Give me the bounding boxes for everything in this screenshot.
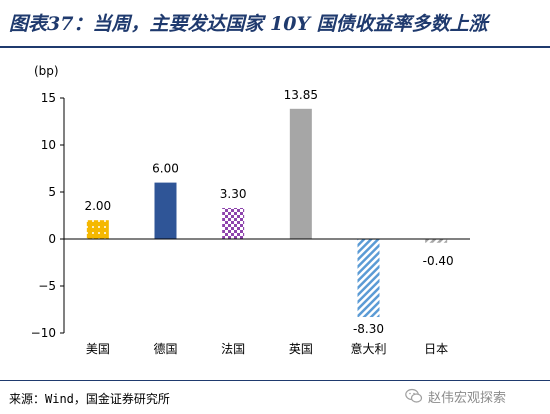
source-divider bbox=[0, 380, 550, 381]
y-tick-label: 0 bbox=[48, 232, 56, 246]
x-tick-label: 德国 bbox=[153, 341, 177, 356]
bar-5 bbox=[357, 239, 380, 318]
bar-chart: (bp) −10 −5 0 5 10 15 2.00 6.00 3.30 13.85 -8.30 -… bbox=[31, 64, 470, 356]
bar-3 bbox=[222, 207, 245, 239]
wechat-logo-icon bbox=[405, 388, 423, 403]
bar-4 bbox=[289, 108, 312, 239]
x-tick-label: 美国 bbox=[86, 342, 110, 356]
y-axis: −10 −5 0 5 10 15 bbox=[31, 91, 65, 340]
x-axis: 美国 德国 法国 英国 意大利 日本 bbox=[64, 238, 470, 356]
value-labels: 2.00 6.00 3.30 13.85 -8.30 -0.40 bbox=[84, 88, 453, 336]
y-axis-unit-label: (bp) bbox=[34, 64, 59, 78]
value-label-1: 2.00 bbox=[84, 199, 111, 213]
watermark: 赵伟宏观探索 bbox=[405, 385, 545, 407]
watermark-text: 赵伟宏观探索 bbox=[428, 390, 507, 406]
bar-2 bbox=[154, 182, 177, 239]
x-tick-label: 法国 bbox=[221, 342, 245, 356]
y-tick-label: 5 bbox=[48, 185, 56, 199]
value-label-3: 3.30 bbox=[220, 187, 247, 201]
value-label-6: -0.40 bbox=[423, 254, 454, 268]
y-tick-label: −5 bbox=[38, 279, 56, 293]
title-divider bbox=[0, 46, 550, 48]
bar-6 bbox=[425, 239, 448, 243]
y-tick-label: −10 bbox=[31, 326, 56, 340]
source-note: 来源：Wind，国金证券研究所 bbox=[9, 392, 170, 406]
value-label-4: 13.85 bbox=[284, 88, 318, 102]
y-tick-label: 15 bbox=[41, 91, 56, 105]
x-tick-label: 英国 bbox=[289, 342, 313, 356]
value-label-2: 6.00 bbox=[152, 162, 179, 176]
bars bbox=[86, 108, 448, 318]
y-tick-label: 10 bbox=[41, 138, 56, 152]
value-label-5: -8.30 bbox=[353, 322, 384, 336]
bar-1 bbox=[86, 220, 109, 239]
x-tick-label: 意大利 bbox=[350, 341, 386, 356]
x-tick-label: 日本 bbox=[424, 342, 448, 356]
chart-title: 图表37：当周，主要发达国家 10Y 国债收益率多数上涨 bbox=[9, 13, 488, 35]
